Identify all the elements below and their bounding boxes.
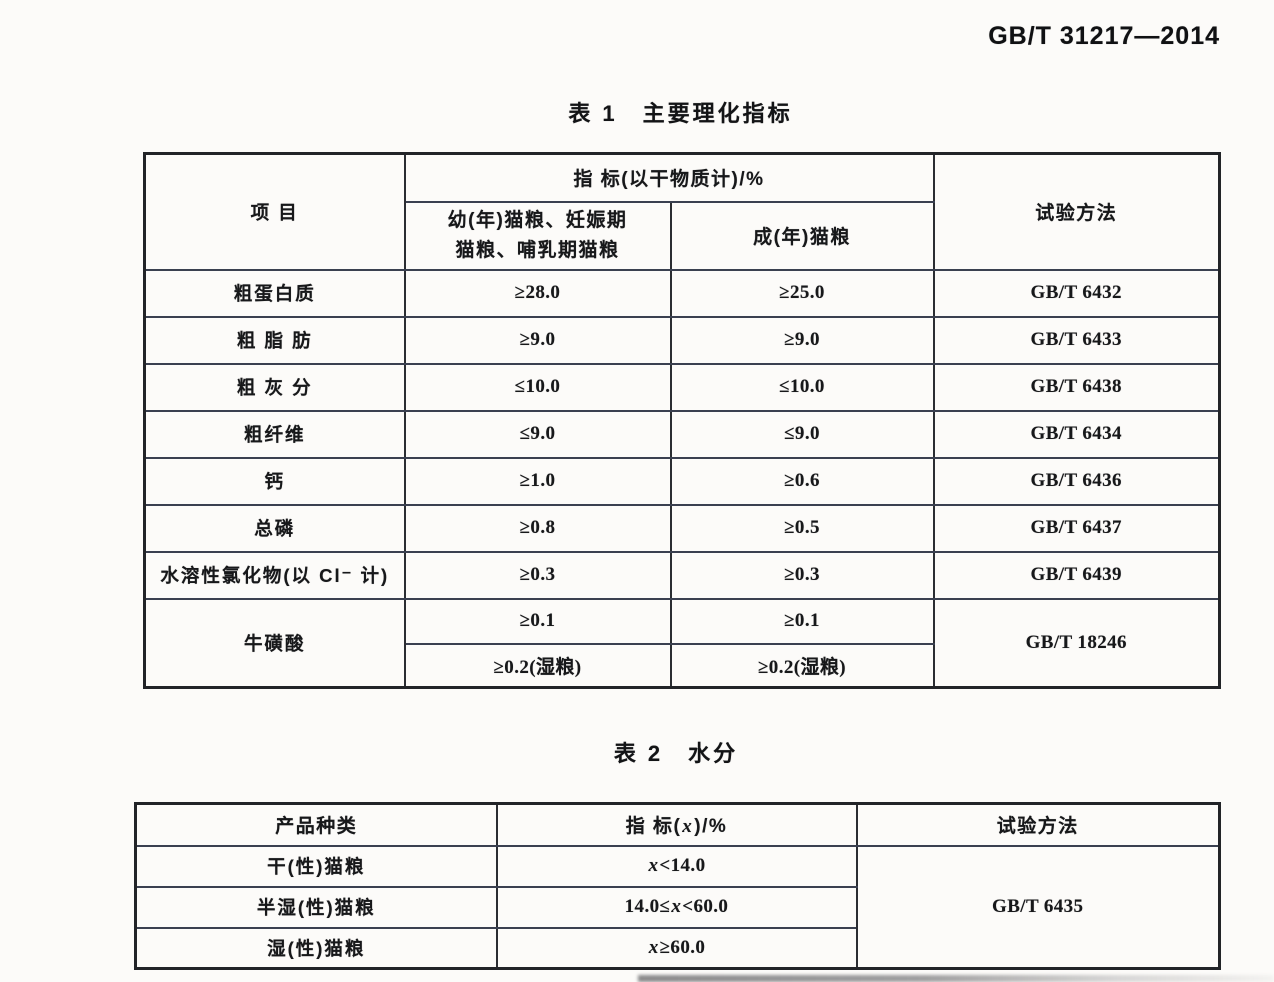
item-cell: 粗蛋白质 [143, 268, 406, 318]
indicator-suffix: )/% [694, 816, 728, 838]
table1-title: 表 1 主要理化指标 [568, 101, 793, 126]
indicator-prefix: 指 标( [625, 816, 682, 838]
table-row-total-phosphorus: 总磷 ≥0.8 ≥0.5 GB/T 6437 [143, 503, 1221, 553]
table1-header-method: 试验方法 [932, 152, 1221, 271]
young-value-cell: ≤9.0 [403, 409, 672, 459]
indicator-x-symbol: x [648, 855, 659, 876]
adult-value-cell: ≤10.0 [669, 362, 935, 412]
product-type-cell: 湿(性)猫粮 [134, 926, 498, 970]
product-type-cell: 干(性)猫粮 [134, 844, 498, 888]
indicator-cell: 14.0≤x<60.0 [495, 885, 858, 929]
table-row-crude-protein: 粗蛋白质 ≥28.0 ≥25.0 GB/T 6432 [143, 268, 1221, 318]
adult-value-cell: ≥9.0 [669, 315, 935, 365]
method-cell: GB/T 18246 [932, 597, 1221, 689]
young-value-cell: ≥28.0 [403, 268, 672, 318]
table2-header-method: 试验方法 [855, 802, 1221, 847]
young-value-cell: ≥0.2(湿粮) [403, 642, 672, 689]
indicator-post: ≥60.0 [659, 936, 706, 958]
adult-value-cell: ≥0.6 [669, 456, 935, 506]
method-cell: GB/T 6438 [932, 362, 1221, 412]
table2-header-product-type: 产品种类 [134, 802, 498, 847]
table-row-crude-ash: 粗 灰 分 ≤10.0 ≤10.0 GB/T 6438 [143, 362, 1221, 412]
item-cell: 牛磺酸 [143, 597, 406, 689]
table-row-crude-fat: 粗 脂 肪 ≥9.0 ≥9.0 GB/T 6433 [143, 315, 1221, 365]
young-value-cell: ≤10.0 [403, 362, 672, 412]
item-cell: 水溶性氯化物(以 Cl⁻ 计) [143, 550, 406, 600]
adult-value-cell: ≥0.5 [669, 503, 935, 553]
item-cell: 粗 脂 肪 [143, 315, 406, 365]
item-cell: 粗 灰 分 [143, 362, 406, 412]
table1-header-col-adult: 成(年)猫粮 [669, 200, 935, 271]
indicator-x-symbol: x [682, 816, 694, 838]
scan-artifact [638, 975, 1274, 982]
indicator-cell: x≥60.0 [495, 926, 858, 970]
indicator-post: <14.0 [659, 855, 706, 876]
method-cell: GB/T 6436 [932, 456, 1221, 506]
product-type-cell: 半湿(性)猫粮 [134, 885, 498, 929]
young-value-cell: ≥0.8 [403, 503, 672, 553]
table2-header-row: 产品种类 指 标(x)/% 试验方法 [134, 802, 1221, 847]
table-row-taurine-1: 牛磺酸 ≥0.1 ≥0.1 GB/T 18246 [143, 597, 1221, 689]
table1-header-col-young: 幼(年)猫粮、妊娠期 猫粮、哺乳期猫粮 [403, 200, 672, 271]
indicator-x-symbol: x [648, 936, 659, 958]
standard-number: GB/T 31217—2014 [988, 22, 1220, 50]
indicator-x-symbol: x [671, 896, 682, 917]
method-cell: GB/T 6434 [932, 409, 1221, 459]
table-row-water-soluble-chloride: 水溶性氯化物(以 Cl⁻ 计) ≥0.3 ≥0.3 GB/T 6439 [143, 550, 1221, 600]
table-row-calcium: 钙 ≥1.0 ≥0.6 GB/T 6436 [143, 456, 1221, 506]
table-row-semi-moist-cat-food: 半湿(性)猫粮 14.0≤x<60.0 [134, 885, 1220, 929]
method-cell: GB/T 6432 [932, 268, 1221, 318]
table2-title: 表 2 水分 [613, 741, 739, 766]
table1-header-indicator-group: 指 标(以干物质计)/% [403, 152, 935, 203]
method-cell: GB/T 6435 [855, 844, 1221, 970]
adult-value-cell: ≥25.0 [669, 268, 935, 318]
indicator-cell: x<14.0 [495, 844, 858, 888]
table-row-crude-fiber: 粗纤维 ≤9.0 ≤9.0 GB/T 6434 [143, 409, 1221, 459]
item-cell: 总磷 [143, 503, 406, 553]
item-cell: 钙 [143, 456, 406, 506]
table1-header-row-2: 幼(年)猫粮、妊娠期 猫粮、哺乳期猫粮 成(年)猫粮 [145, 200, 1220, 271]
method-cell: GB/T 6433 [932, 315, 1221, 365]
table1-physicochemical-indicators: 项 目 指 标(以干物质计)/% 试验方法 幼(年)猫粮、妊娠期 猫粮、哺乳期猫… [143, 152, 1222, 689]
young-value-cell: ≥1.0 [403, 456, 672, 506]
adult-value-cell: ≥0.3 [669, 550, 935, 600]
table1-header-item: 项 目 [143, 152, 406, 271]
table-row-wet-cat-food: 湿(性)猫粮 x≥60.0 [134, 926, 1220, 970]
young-value-cell: ≥0.1 [403, 597, 672, 645]
table2-moisture: 产品种类 指 标(x)/% 试验方法 干(性)猫粮 x<14.0 GB/T 64… [134, 802, 1221, 970]
adult-value-cell: ≥0.2(湿粮) [669, 642, 935, 689]
young-value-cell: ≥9.0 [403, 315, 672, 365]
item-cell: 粗纤维 [143, 409, 406, 459]
table-row-taurine-2: ≥0.2(湿粮) ≥0.2(湿粮) [145, 642, 1220, 689]
adult-value-cell: ≥0.1 [669, 597, 935, 645]
table1-header-row-1: 项 目 指 标(以干物质计)/% 试验方法 [143, 152, 1221, 271]
table2-header-indicator: 指 标(x)/% [495, 802, 858, 847]
indicator-pre: 14.0≤ [624, 896, 671, 917]
method-cell: GB/T 6437 [932, 503, 1221, 553]
table-row-dry-cat-food: 干(性)猫粮 x<14.0 GB/T 6435 [134, 844, 1221, 970]
method-cell: GB/T 6439 [932, 550, 1221, 600]
adult-value-cell: ≤9.0 [669, 409, 935, 459]
young-value-cell: ≥0.3 [403, 550, 672, 600]
indicator-post: <60.0 [682, 896, 729, 917]
